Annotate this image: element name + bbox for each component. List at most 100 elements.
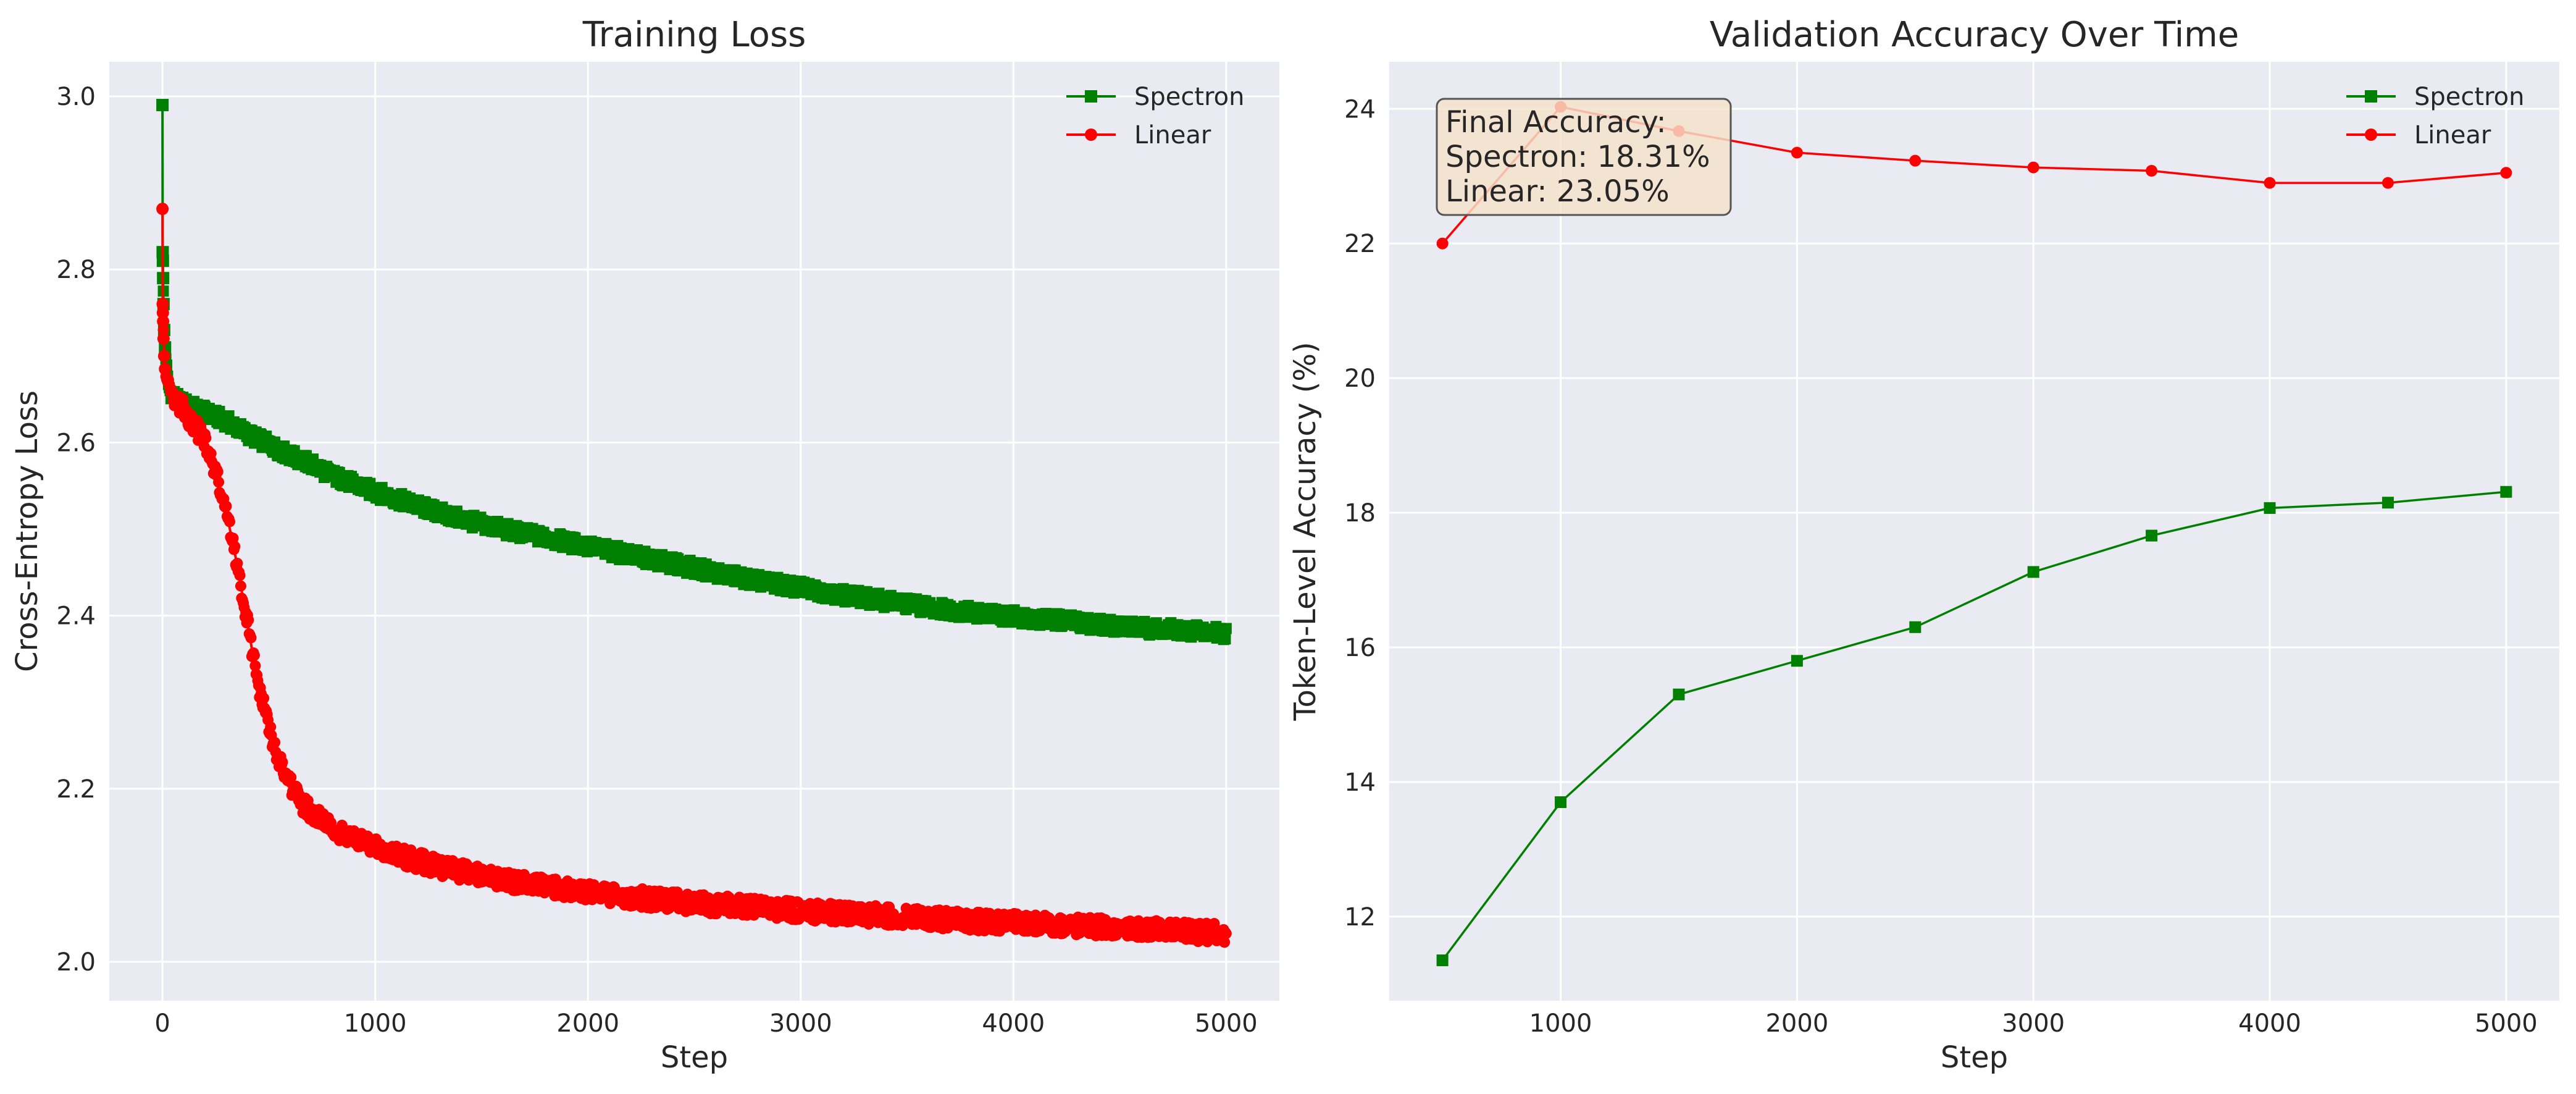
legend-marker-spectron <box>1085 90 1097 103</box>
y-tick-label: 20 <box>1344 364 1376 393</box>
data-point-linear <box>2027 161 2039 174</box>
data-point-linear <box>200 432 212 444</box>
data-point-linear <box>227 532 239 544</box>
data-point-linear <box>156 203 169 216</box>
validation-accuracy-title: Validation Accuracy Over Time <box>1710 15 2239 55</box>
y-tick-label: 2.8 <box>56 256 96 284</box>
data-point-linear <box>1909 154 1922 167</box>
data-point-spectron <box>1219 633 1231 645</box>
data-point-linear <box>157 332 170 345</box>
annotation-line-linear: Linear: 23.05% <box>1445 174 1670 209</box>
x-tick-label: 2000 <box>556 1009 619 1038</box>
data-point-linear <box>157 324 169 336</box>
legend-marker-linear <box>2365 128 2377 141</box>
x-tick-label: 0 <box>154 1009 170 1038</box>
data-point-linear <box>265 721 277 733</box>
data-point-linear <box>258 692 270 704</box>
final-accuracy-annotation: Final Accuracy: Spectron: 18.31% Linear:… <box>1436 98 1732 216</box>
training-loss-grid <box>109 62 1279 1001</box>
data-point-linear <box>229 541 241 552</box>
data-point-linear <box>1220 928 1232 940</box>
x-tick-label: 4000 <box>2238 1009 2301 1038</box>
data-point-linear <box>243 614 254 626</box>
legend-entry-linear: Linear <box>1066 121 1211 149</box>
validation-accuracy-y-axis-label: Token-Level Accuracy (%) <box>1288 342 1323 721</box>
data-point-linear <box>2500 167 2512 179</box>
legend-label-spectron: Spectron <box>1134 83 1244 111</box>
y-tick-label: 2.0 <box>56 948 96 977</box>
data-point-linear <box>159 363 172 376</box>
data-point-linear <box>1791 146 1803 159</box>
data-point-spectron <box>1436 954 1449 967</box>
series-linear <box>156 203 1232 948</box>
y-tick-label: 3.0 <box>56 83 96 111</box>
y-tick-label: 2.4 <box>56 602 96 631</box>
data-point-spectron <box>1220 623 1232 634</box>
annotation-line-title: Final Accuracy: <box>1445 105 1666 140</box>
data-point-linear <box>205 448 217 460</box>
data-point-linear <box>156 298 169 311</box>
data-point-linear <box>224 516 236 528</box>
legend-entry-linear: Linear <box>2346 121 2491 149</box>
x-tick-label: 4000 <box>982 1009 1045 1038</box>
data-point-linear <box>249 660 261 671</box>
y-tick-label: 18 <box>1344 499 1376 528</box>
data-point-spectron <box>2027 566 2039 578</box>
data-point-linear <box>2146 165 2158 177</box>
data-point-linear <box>212 466 224 478</box>
data-point-linear <box>234 570 246 581</box>
y-tick-label: 24 <box>1344 95 1376 124</box>
data-point-linear <box>1219 936 1231 948</box>
training-loss-x-axis-label: Step <box>661 1040 728 1075</box>
data-point-linear <box>2264 177 2276 189</box>
series-spectron <box>156 99 1232 646</box>
x-tick-label: 2000 <box>1765 1009 1828 1038</box>
data-point-linear <box>157 315 170 328</box>
data-point-spectron <box>1791 655 1803 667</box>
data-point-spectron <box>1673 688 1685 701</box>
data-point-linear <box>245 632 257 644</box>
x-tick-label: 5000 <box>2475 1009 2538 1038</box>
y-tick-label: 2.6 <box>56 429 96 457</box>
training-loss-legend: Spectron Linear <box>1066 83 1244 149</box>
training-loss-ticks: 0 1000 2000 3000 4000 5000 2.0 2.2 2.4 2.6 2.8 3.0 <box>56 83 1257 1038</box>
data-point-linear <box>220 500 232 512</box>
x-tick-label: 1000 <box>1529 1009 1592 1038</box>
legend-entry-spectron: Spectron <box>1066 83 1244 111</box>
legend-marker-linear <box>1085 128 1097 141</box>
data-point-spectron <box>2146 529 2158 542</box>
data-point-spectron <box>2500 486 2512 498</box>
series-line-spectron <box>1441 490 2507 961</box>
training-loss-y-axis-label: Cross-Entropy Loss <box>10 390 44 672</box>
data-point-linear <box>1436 237 1449 250</box>
x-tick-label: 3000 <box>769 1009 832 1038</box>
data-point-linear <box>277 756 288 768</box>
x-tick-label: 5000 <box>1195 1009 1258 1038</box>
data-point-linear <box>235 580 246 592</box>
data-point-linear <box>269 736 281 748</box>
legend-label-linear: Linear <box>1134 121 1211 149</box>
y-tick-label: 14 <box>1344 768 1376 797</box>
data-point-spectron <box>2264 502 2276 514</box>
data-point-linear <box>336 819 348 831</box>
legend-entry-spectron: Spectron <box>2346 83 2524 111</box>
annotation-line-spectron: Spectron: 18.31% <box>1445 140 1710 174</box>
data-point-linear <box>157 350 170 363</box>
data-point-spectron <box>156 99 169 112</box>
data-point-linear <box>213 476 225 488</box>
x-tick-label: 1000 <box>344 1009 407 1038</box>
series-spectron <box>1436 486 2512 967</box>
data-point-linear <box>2382 177 2394 189</box>
y-tick-label: 22 <box>1344 230 1376 258</box>
data-point-linear <box>156 306 169 319</box>
y-tick-label: 2.2 <box>56 775 96 804</box>
training-loss-title: Training Loss <box>582 15 806 55</box>
validation-accuracy-legend: Spectron Linear <box>2346 83 2524 149</box>
data-point-linear <box>232 557 243 569</box>
annotation-box <box>1436 98 1732 216</box>
training-loss-chart: 0 1000 2000 3000 4000 50002.02.22.42.62.83.0 … <box>10 15 1279 1075</box>
legend-label-spectron: Spectron <box>2414 83 2524 111</box>
validation-accuracy-chart: 1000 2000 3000 4000 5000 12 14 16 18 20 22 24 Valid… <box>1288 15 2559 1075</box>
data-point-spectron <box>2382 497 2394 509</box>
